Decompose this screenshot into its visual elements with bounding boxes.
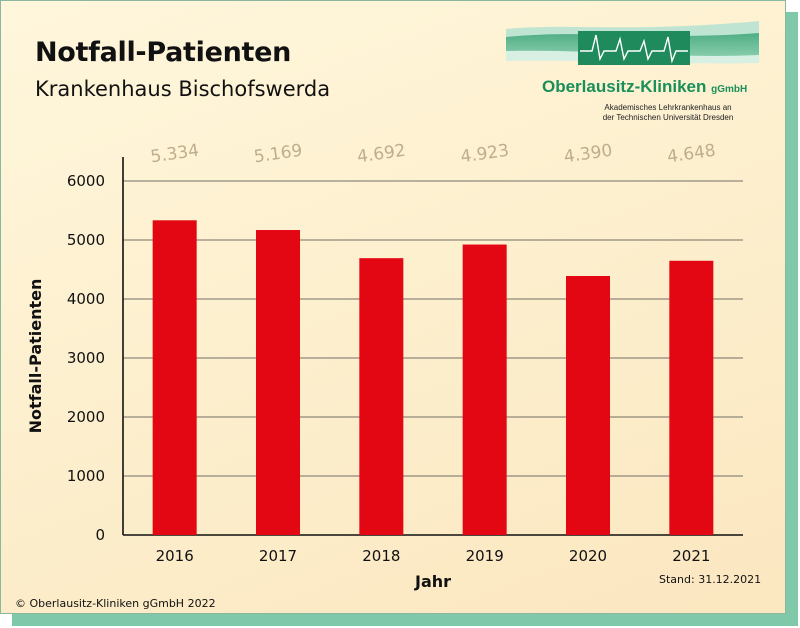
data-label-2021: 4.648: [666, 141, 717, 168]
chart-card: Notfall-Patienten Krankenhaus Bischofswe…: [0, 0, 786, 614]
logo-tagline-2: der Technischen Universität Dresden: [602, 113, 734, 122]
bar-2021: [669, 260, 714, 535]
chart-title: Notfall-Patienten: [35, 37, 292, 68]
logo-wordmark: Oberlausitz-Kliniken gGmbH: [542, 77, 748, 96]
x-tick-label: 2020: [569, 547, 607, 565]
y-tick-label: 6000: [67, 172, 105, 190]
bar-2020: [566, 275, 610, 535]
bar-2019: [462, 244, 507, 535]
data-label-2019: 4.923: [459, 141, 510, 168]
data-label-2016: 5.334: [149, 141, 200, 168]
y-tick-label: 1000: [67, 467, 105, 485]
bar-chart: 0 1000 2000 3000 4000 5000 6000 5.334 2016 5.169 2…: [26, 141, 743, 591]
y-axis-title: Notfall-Patienten: [26, 279, 45, 434]
y-tick-label: 0: [95, 526, 105, 544]
bar-2017: [256, 230, 300, 536]
data-label-2020: 4.390: [563, 141, 614, 168]
hospital-logo: Oberlausitz-Kliniken gGmbH Akademisches …: [506, 19, 759, 123]
data-label-2017: 5.169: [253, 141, 304, 168]
y-tick-label: 3000: [67, 349, 105, 367]
logo-tagline-1: Akademisches Lehrkrankenhaus an: [604, 103, 732, 112]
y-tick-label: 5000: [67, 231, 105, 249]
x-tick-label: 2017: [259, 547, 297, 565]
y-tick-label: 4000: [67, 290, 105, 308]
copyright-notice: © Oberlausitz-Kliniken gGmbH 2022: [15, 597, 216, 610]
x-tick-label: 2018: [362, 547, 400, 565]
x-tick-label: 2021: [672, 547, 710, 565]
x-axis-title: Jahr: [414, 572, 451, 591]
chart-subtitle: Krankenhaus Bischofswerda: [35, 77, 331, 101]
stand-date: Stand: 31.12.2021: [659, 573, 762, 586]
y-tick-label: 2000: [67, 408, 105, 426]
x-tick-label: 2016: [156, 547, 194, 565]
ecg-banner-graphic: [506, 21, 759, 65]
bar-2016: [152, 220, 197, 535]
x-tick-label: 2019: [466, 547, 504, 565]
data-label-2018: 4.692: [356, 141, 407, 168]
bar-2018: [359, 258, 404, 535]
